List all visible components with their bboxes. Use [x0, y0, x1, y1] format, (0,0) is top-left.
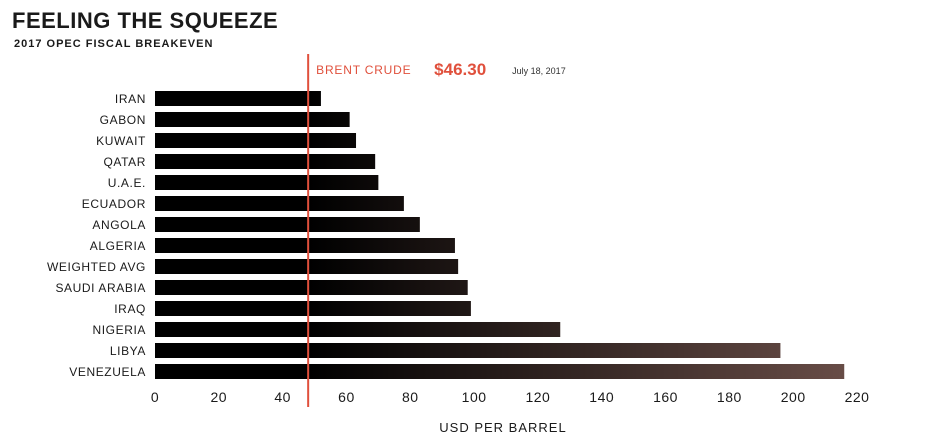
bars-group: [155, 91, 845, 379]
category-label: GABON: [100, 113, 146, 127]
x-tick-label: 60: [338, 389, 355, 405]
category-label: NIGERIA: [92, 323, 146, 337]
brent-crude-price: $46.30: [434, 60, 486, 79]
x-tick-label: 200: [781, 389, 806, 405]
bar-weighted-avg: [155, 259, 459, 274]
bar-ecuador: [155, 196, 404, 211]
x-tick-label: 80: [402, 389, 419, 405]
category-label: WEIGHTED AVG: [47, 260, 146, 274]
bar-qatar: [155, 154, 376, 169]
chart-title: FEELING THE SQUEEZE: [12, 8, 279, 33]
category-label: IRAN: [115, 92, 146, 106]
x-tick-label: 140: [589, 389, 614, 405]
x-tick-label: 20: [211, 389, 228, 405]
x-tick-label: 120: [525, 389, 550, 405]
x-tick-label: 160: [653, 389, 678, 405]
bar-saudi-arabia: [155, 280, 468, 295]
category-label: ANGOLA: [92, 218, 146, 232]
x-tick-labels: 0 20 40 60 80 100 120 140 160 180 200 220: [151, 389, 870, 405]
bar-libya: [155, 343, 781, 358]
category-label: ECUADOR: [82, 197, 146, 211]
bar-nigeria: [155, 322, 561, 337]
category-labels: IRAN GABON KUWAIT QATAR U.A.E. ECUADOR ANGOLA A…: [47, 92, 146, 379]
category-label: IRAQ: [114, 302, 146, 316]
x-tick-label: 180: [717, 389, 742, 405]
x-tick-label: 100: [462, 389, 487, 405]
category-label: SAUDI ARABIA: [55, 281, 146, 295]
x-tick-label: 40: [274, 389, 291, 405]
brent-crude-label: BRENT CRUDE: [316, 63, 411, 77]
bar-u-a-e: [155, 175, 379, 190]
x-axis-title: USD PER BARREL: [439, 420, 566, 435]
category-label: LIBYA: [110, 344, 146, 358]
bar-algeria: [155, 238, 455, 253]
category-label: VENEZUELA: [69, 365, 146, 379]
category-label: ALGERIA: [90, 239, 146, 253]
bar-iran: [155, 91, 321, 106]
bar-venezuela: [155, 364, 845, 379]
bar-gabon: [155, 112, 350, 127]
category-label: U.A.E.: [108, 176, 146, 190]
bar-kuwait: [155, 133, 357, 148]
x-tick-label: 220: [845, 389, 870, 405]
category-label: KUWAIT: [96, 134, 146, 148]
category-label: QATAR: [103, 155, 146, 169]
brent-crude-date: July 18, 2017: [512, 66, 566, 76]
bar-iraq: [155, 301, 471, 316]
chart-subtitle: 2017 OPEC FISCAL BREAKEVEN: [14, 38, 214, 50]
x-tick-label: 0: [151, 389, 159, 405]
bar-angola: [155, 217, 420, 232]
